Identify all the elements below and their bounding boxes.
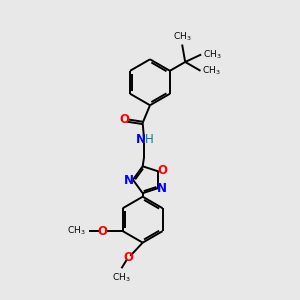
Text: CH$_3$: CH$_3$ — [67, 225, 86, 237]
Text: O: O — [158, 164, 168, 177]
Text: O: O — [98, 225, 108, 238]
Text: N: N — [124, 174, 134, 187]
Text: CH$_3$: CH$_3$ — [202, 64, 220, 77]
Text: CH$_3$: CH$_3$ — [203, 48, 221, 61]
Text: N: N — [136, 133, 146, 146]
Text: CH$_3$: CH$_3$ — [173, 31, 191, 44]
Text: H: H — [145, 133, 154, 146]
Text: O: O — [123, 250, 133, 264]
Text: N: N — [157, 182, 167, 195]
Text: O: O — [119, 113, 129, 127]
Text: CH$_3$: CH$_3$ — [112, 271, 131, 284]
